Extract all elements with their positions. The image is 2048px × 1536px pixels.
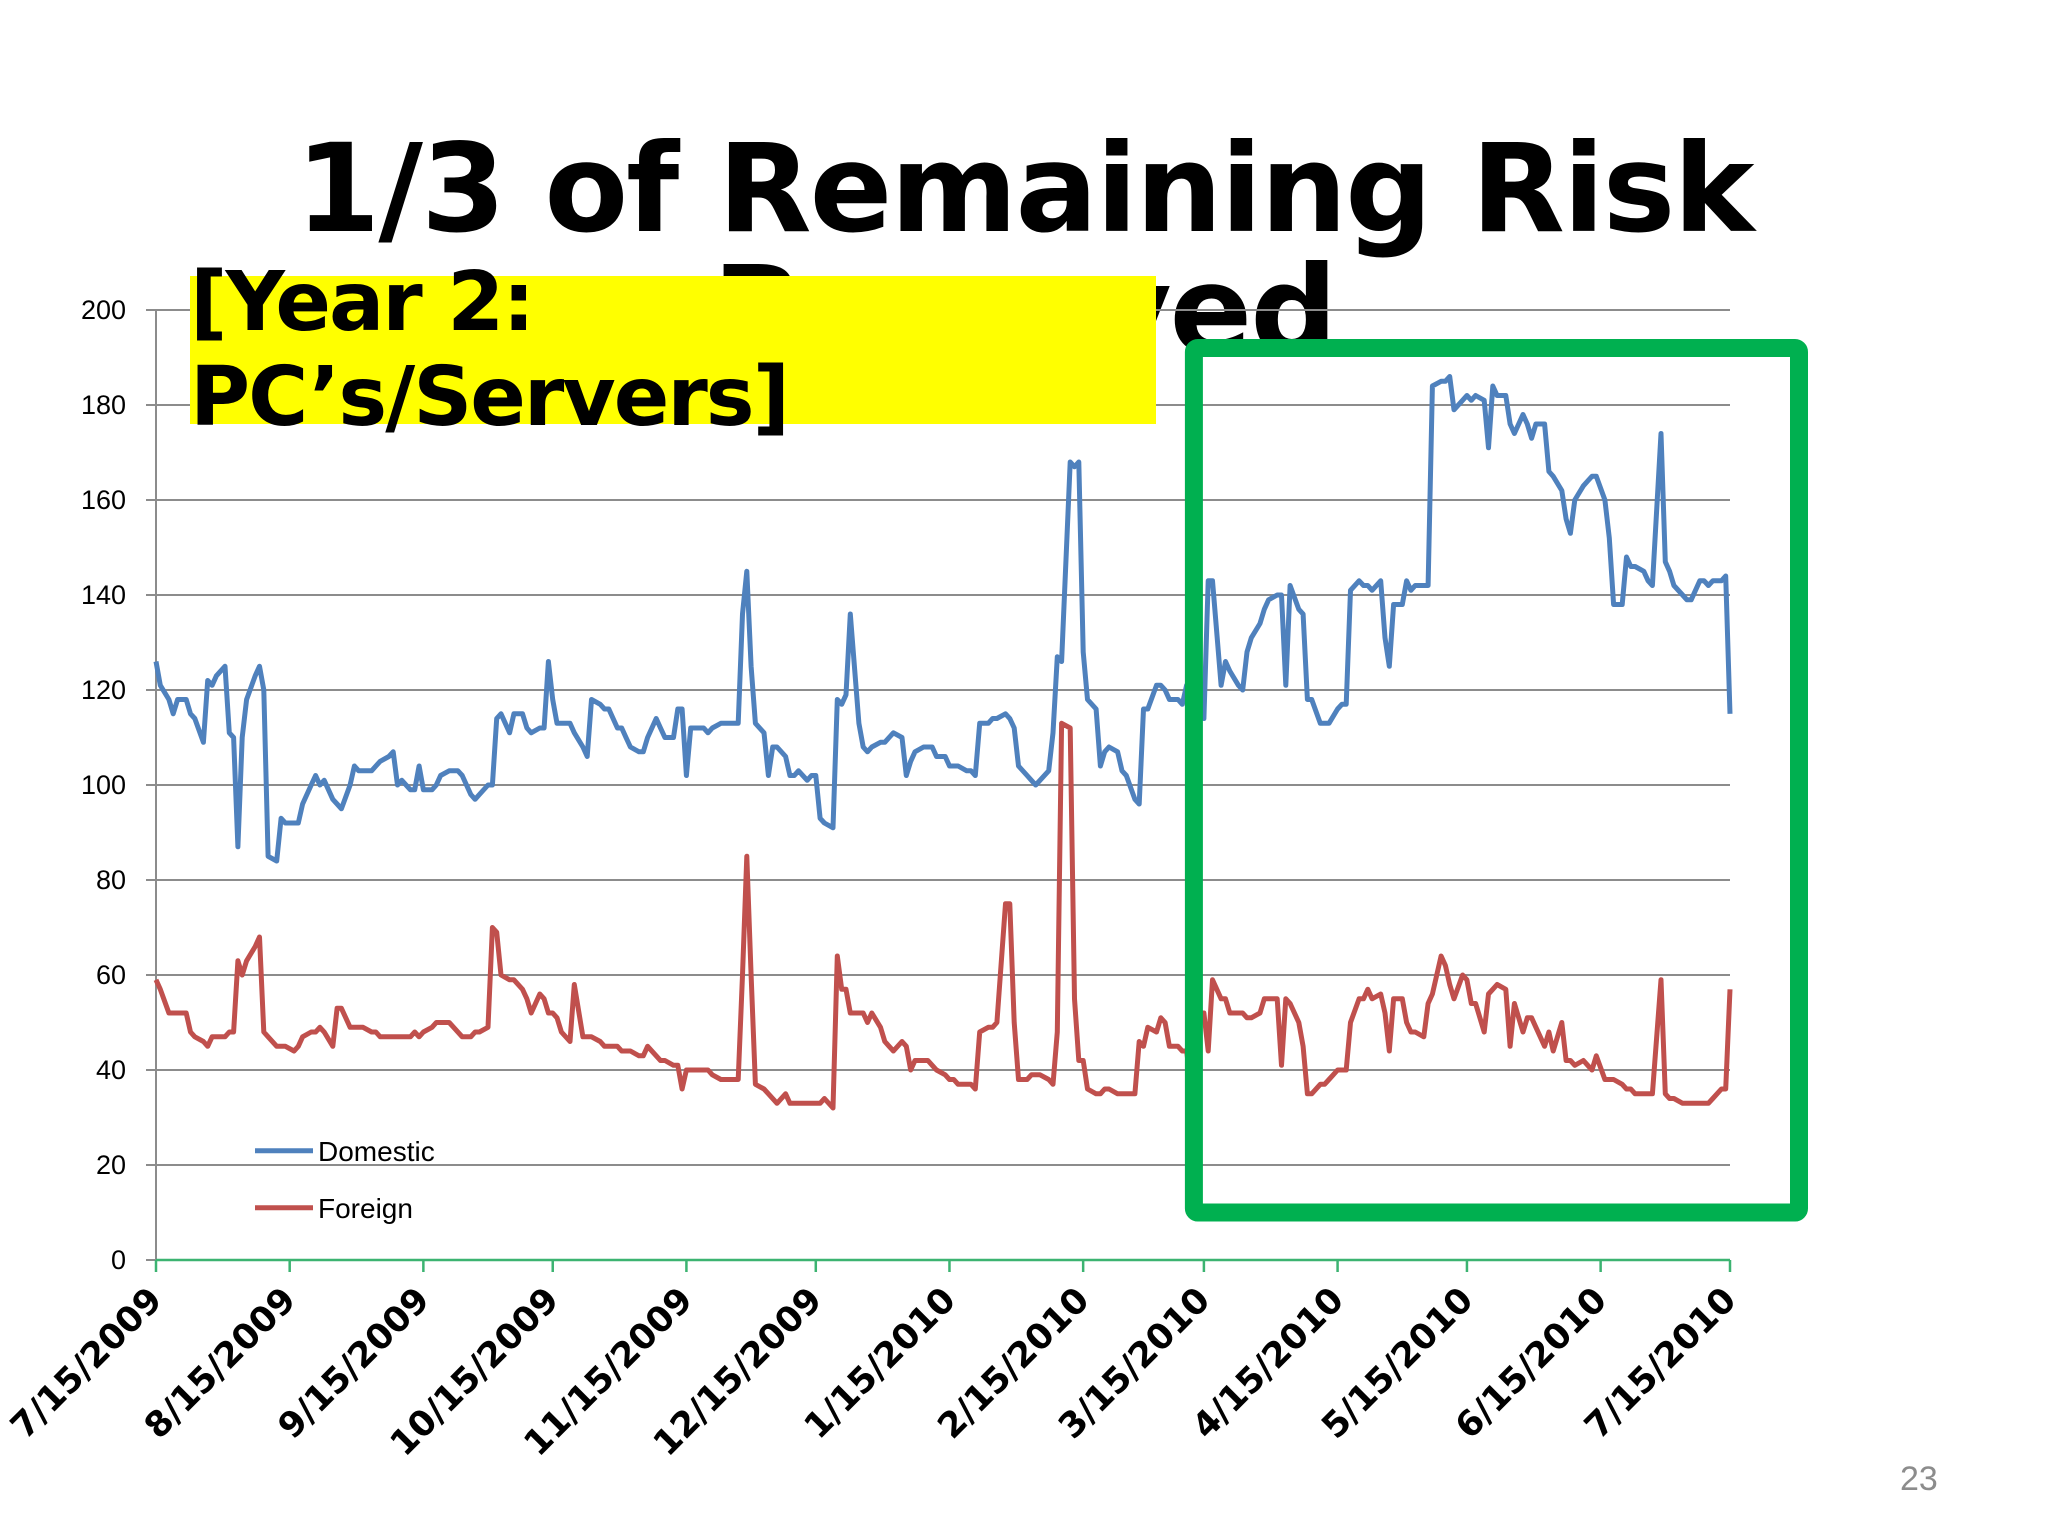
year-label-highlight: [Year 2: PC’s/Servers] [190, 255, 1156, 445]
y-tick-label: 100 [81, 770, 126, 800]
series-lines [153, 374, 1733, 1111]
y-tick-label: 0 [111, 1245, 126, 1275]
y-tick-label: 40 [96, 1055, 126, 1085]
y-tick-label: 60 [96, 960, 126, 990]
legend: Domestic Foreign [255, 1136, 435, 1224]
y-tick-label: 140 [81, 580, 126, 610]
page-number: 23 [1900, 1460, 1938, 1498]
highlight-region [1184, 339, 1808, 1222]
legend-label-domestic: Domestic [318, 1136, 435, 1167]
highlight-box [1184, 339, 1808, 1222]
y-tick-label: 180 [81, 390, 126, 420]
axes [146, 309, 1732, 1272]
y-tick-label: 160 [81, 485, 126, 515]
series-line-foreign [153, 720, 1733, 1111]
y-tick-label: 120 [81, 675, 126, 705]
y-tick-label: 80 [96, 865, 126, 895]
y-tick-label: 20 [96, 1150, 126, 1180]
series-line-domestic [153, 374, 1733, 864]
legend-label-foreign: Foreign [318, 1193, 413, 1224]
y-tick-labels: 0 20 40 60 80 100 120 140 160 180 200 [81, 295, 126, 1275]
x-tick-labels: 7/15/20098/15/20099/15/200910/15/200911/… [3, 1280, 1744, 1464]
y-tick-label: 200 [81, 295, 126, 325]
gridlines [156, 309, 1730, 1166]
